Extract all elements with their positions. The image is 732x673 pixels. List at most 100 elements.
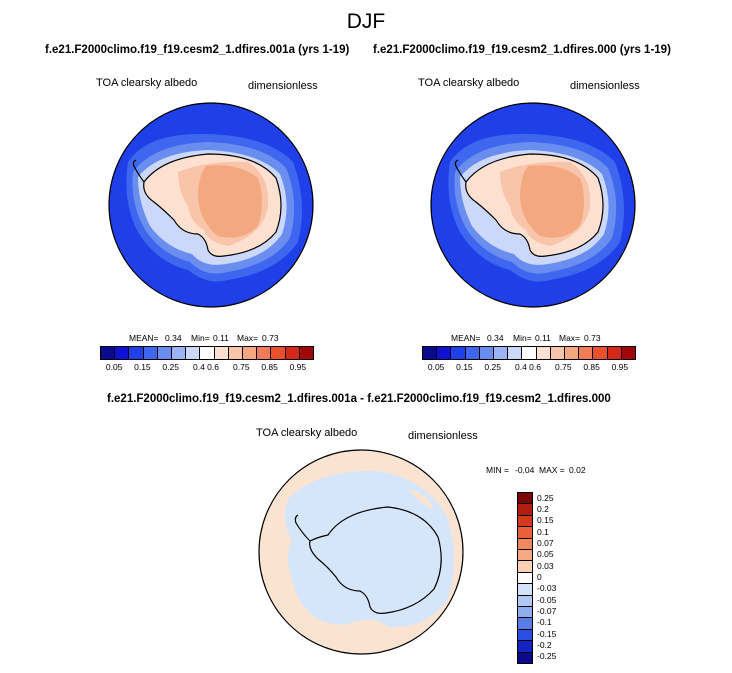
- colorbar-tick-label: 0.15: [537, 515, 554, 526]
- colorbar-tick-label: 0.4: [193, 362, 205, 372]
- diff-variable-label: TOA clearsky albedo: [256, 427, 358, 439]
- colorbar-box: [271, 347, 286, 359]
- colorbar-tick-label: 0.07: [537, 538, 554, 548]
- colorbar-box: [518, 584, 532, 596]
- colorbar-box: [143, 347, 158, 359]
- difference-title: f.e21.F2000climo.f19_f19.cesm2_1.dfires.…: [107, 393, 611, 405]
- panel-a-units-label: dimensionless: [248, 80, 318, 92]
- colorbar-tick-label: 0.05: [427, 362, 445, 372]
- colorbar-tick-label: 0.25: [162, 362, 179, 372]
- colorbar-box: [518, 504, 532, 516]
- colorbar-box: [518, 652, 532, 664]
- colorbar-box: [518, 641, 532, 653]
- colorbar-box: [494, 347, 509, 359]
- colorbar-box: [451, 347, 466, 359]
- colorbar-box: [518, 607, 532, 619]
- colorbar-box: [257, 347, 272, 359]
- colorbar-box: [518, 629, 532, 642]
- panel-b-mean-value: 0.34: [487, 333, 504, 343]
- coastline: [143, 153, 282, 257]
- region-ice-negative: [284, 470, 454, 628]
- colorbar-tick-label: 0.95: [611, 362, 629, 372]
- panel-b-max-label: Max=: [559, 333, 581, 343]
- region-ocean-patch: [408, 489, 434, 509]
- panel-a-min-value: 0.11: [213, 333, 229, 343]
- colorbar-box: [437, 347, 452, 359]
- colorbar-tick-label: 0.75: [233, 362, 250, 372]
- colorbar-tick-label: 0.2: [537, 504, 549, 514]
- colorbar-tick-label: -0.2: [537, 640, 552, 650]
- colorbar-tick-label: 0.25: [484, 362, 501, 372]
- panel-b-max-value: 0.73: [584, 333, 601, 343]
- colorbar-box: [200, 347, 215, 359]
- panel-a-mean-label: MEAN=: [129, 333, 159, 343]
- colorbar-box: [518, 618, 532, 630]
- panel-b-map: [430, 102, 636, 308]
- colorbar-box: [243, 347, 258, 359]
- colorbar-tick-label: -0.15: [537, 628, 557, 639]
- colorbar-box: [518, 493, 532, 505]
- colorbar-tick-label: 0.95: [289, 362, 307, 372]
- diff-max-value: 0.02: [569, 465, 586, 475]
- case-a-title: f.e21.F2000climo.f19_f19.cesm2_1.dfires.…: [45, 44, 350, 56]
- colorbar-tick-label: -0.07: [537, 606, 557, 616]
- colorbar-tick-label: 0.05: [537, 549, 554, 560]
- colorbar-tick-label: -0.03: [537, 583, 557, 594]
- colorbar-box: [423, 347, 438, 359]
- panel-b-variable-label: TOA clearsky albedo: [418, 77, 520, 89]
- colorbar-tick-label: 0.15: [134, 362, 151, 372]
- colorbar-box: [518, 550, 532, 562]
- figure-title: DJF: [346, 10, 386, 33]
- colorbar-box: [565, 347, 580, 359]
- colorbar-tick-label: -0.1: [537, 617, 552, 628]
- colorbar-box: [172, 347, 187, 359]
- panel-b-units-label: dimensionless: [570, 80, 640, 92]
- colorbar-tick-label: -0.05: [537, 594, 557, 605]
- peninsula-coast: [454, 159, 467, 183]
- region-plateau: [198, 165, 262, 238]
- colorbar-box: [465, 347, 480, 359]
- colorbar-box: [518, 515, 532, 528]
- diff-units-label: dimensionless: [408, 430, 478, 442]
- panel-a-variable-label: TOA clearsky albedo: [96, 77, 198, 89]
- colorbar-box: [536, 347, 551, 359]
- panel-a-mean-value: 0.34: [165, 333, 182, 343]
- colorbar-box: [518, 561, 532, 573]
- colorbar-box: [593, 347, 608, 359]
- panel-a-colorbar: [100, 346, 314, 360]
- colorbar-tick-label: 0.6: [207, 362, 219, 372]
- colorbar-box: [518, 527, 532, 539]
- colorbar-box: [621, 347, 636, 359]
- panel-a-map: [108, 102, 314, 308]
- colorbar-box: [285, 347, 300, 359]
- colorbar-box: [186, 347, 201, 359]
- panel-b-min-label: Min=: [513, 333, 532, 343]
- diff-colorbar: [517, 492, 533, 664]
- colorbar-tick-label: -0.25: [537, 651, 557, 662]
- colorbar-tick-label: 0.85: [261, 362, 278, 372]
- panel-a-max-value: 0.73: [262, 333, 279, 343]
- panel-b-colorbar: [422, 346, 636, 360]
- colorbar-box: [115, 347, 130, 359]
- colorbar-box: [228, 347, 244, 359]
- diff-max-label: MAX =: [539, 465, 565, 475]
- colorbar-box: [157, 347, 173, 359]
- panel-b-mean-label: MEAN=: [451, 333, 481, 343]
- colorbar-box: [607, 347, 622, 359]
- panel-a-min-label: Min=: [191, 333, 210, 343]
- colorbar-box: [518, 595, 532, 608]
- peninsula-coast: [294, 514, 311, 542]
- colorbar-box: [479, 347, 495, 359]
- panel-b-min-value: 0.11: [535, 333, 551, 343]
- colorbar-box: [508, 347, 523, 359]
- coastline: [465, 153, 604, 257]
- colorbar-tick-label: 0.6: [529, 362, 541, 372]
- colorbar-box: [214, 347, 229, 359]
- colorbar-box: [101, 347, 116, 359]
- colorbar-tick-label: 0.75: [555, 362, 572, 372]
- colorbar-box: [579, 347, 594, 359]
- colorbar-box: [129, 347, 144, 359]
- panel-a-max-label: Max=: [237, 333, 259, 343]
- coastline: [309, 506, 442, 614]
- colorbar-tick-label: 0.25: [537, 492, 554, 503]
